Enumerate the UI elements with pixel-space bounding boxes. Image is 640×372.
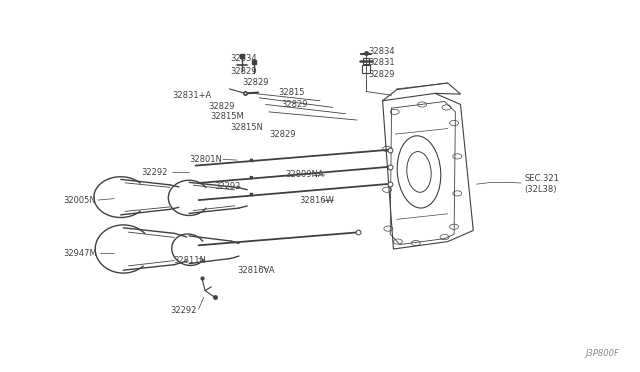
Text: 32947M: 32947M <box>63 249 97 258</box>
Text: 32292: 32292 <box>214 182 241 191</box>
Text: 32829: 32829 <box>269 130 296 140</box>
Text: 32816VA: 32816VA <box>237 266 275 275</box>
Text: 32005N: 32005N <box>63 196 96 205</box>
Text: 32829: 32829 <box>368 70 394 78</box>
Text: 32834: 32834 <box>368 47 394 56</box>
Text: 32831: 32831 <box>368 58 394 67</box>
Text: 32815M: 32815M <box>210 112 244 121</box>
Text: 32829: 32829 <box>242 78 269 87</box>
Text: 32829: 32829 <box>230 67 257 76</box>
Text: 32809NA: 32809NA <box>285 170 323 179</box>
Text: 32831+A: 32831+A <box>172 91 211 100</box>
Text: 32292: 32292 <box>170 306 196 315</box>
Text: SEC.321
(32L38): SEC.321 (32L38) <box>524 174 559 194</box>
Text: 32829: 32829 <box>208 102 235 111</box>
Text: 32816W: 32816W <box>300 196 335 205</box>
Text: 32815N: 32815N <box>230 123 264 132</box>
Text: J3P800F: J3P800F <box>585 349 619 358</box>
Text: 32801N: 32801N <box>189 155 222 164</box>
Text: 32292: 32292 <box>141 168 168 177</box>
Text: 32811N: 32811N <box>173 256 206 265</box>
Text: 32834: 32834 <box>230 54 257 62</box>
Text: 32829: 32829 <box>282 100 308 109</box>
Text: 32815: 32815 <box>278 88 305 97</box>
